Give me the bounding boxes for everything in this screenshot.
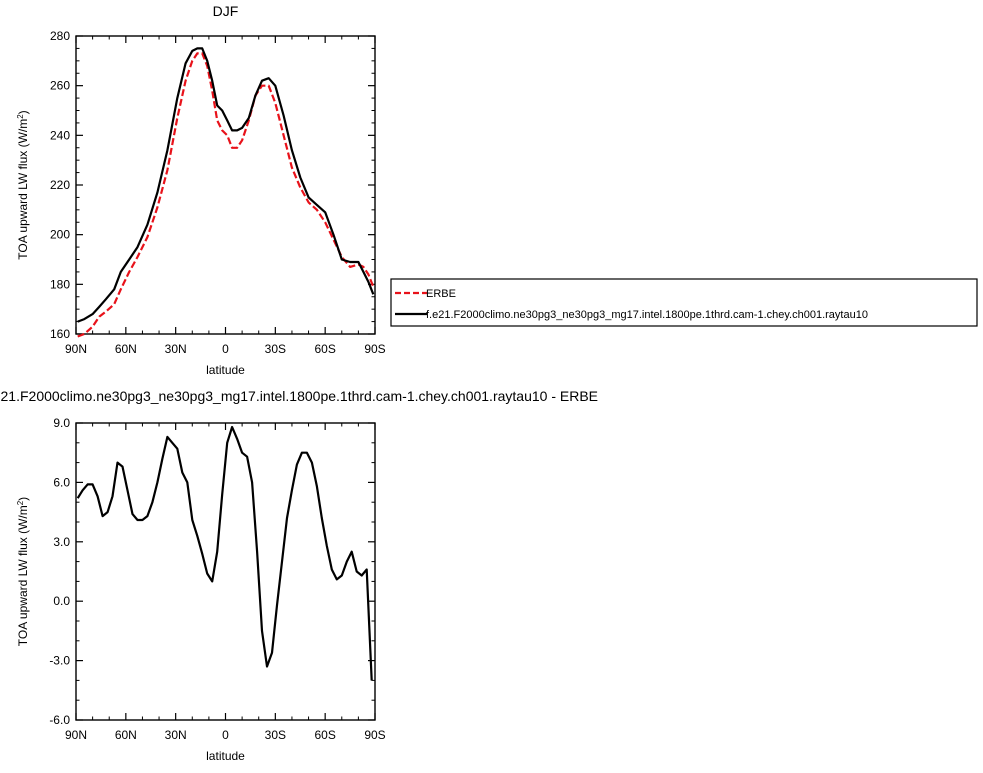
- legend-label-0: ERBE: [426, 288, 456, 300]
- y-tick-label: 260: [50, 79, 70, 93]
- x-tick-label: 30S: [265, 728, 286, 742]
- x-tick-label: 0: [222, 342, 229, 356]
- x-tick-label: 30N: [165, 728, 187, 742]
- y-axis-label: TOA upward LW flux (W/m2): [16, 497, 31, 646]
- series-line-1: [77, 47, 375, 323]
- x-tick-label: 90N: [65, 342, 87, 356]
- legend: ERBE f.e21.F2000climo.ne30pg3_ne30pg3_mg1…: [390, 278, 978, 327]
- y-axis-label-superscript: 2: [16, 500, 25, 505]
- x-tick-label: 90N: [65, 728, 87, 742]
- y-tick-label: 200: [50, 228, 70, 242]
- y-tick-label: -3.0: [49, 654, 70, 668]
- chart-title: f.e21.F2000climo.ne30pg3_ne30pg3_mg17.in…: [0, 388, 598, 404]
- y-axis-label-close: ): [16, 110, 30, 114]
- y-axis-label-text: TOA upward LW flux (W/m: [16, 505, 30, 646]
- legend-box: [390, 278, 978, 327]
- panel-top: 90N 60N 30N 0 30S 60S 90S 160 180 200 220 240 260 280…: [16, 3, 386, 377]
- y-tick-label: 3.0: [53, 535, 70, 549]
- series-line-0: [76, 425, 373, 681]
- y-axis-label-superscript: 2: [16, 114, 25, 119]
- y-tick-label: 9.0: [53, 416, 70, 430]
- x-tick-label: 60S: [314, 342, 335, 356]
- y-tick-label: 6.0: [53, 475, 70, 489]
- x-tick-label: 60N: [115, 728, 137, 742]
- x-axis-label: latitude: [206, 363, 245, 377]
- x-tick-label: 60S: [314, 728, 335, 742]
- panel-bottom: 90N 60N 30N 0 30S 60S 90S -6.0 -3.0 0.0 3.0 6.0 9.0 f…: [0, 388, 598, 763]
- y-tick-label: 0.0: [53, 594, 70, 608]
- legend-label-1: f.e21.F2000climo.ne30pg3_ne30pg3_mg17.in…: [426, 309, 868, 321]
- x-tick-label: 0: [222, 728, 229, 742]
- y-tick-label: 160: [50, 327, 70, 341]
- y-axis-label-text: TOA upward LW flux (W/m: [16, 119, 30, 260]
- x-axis-label: latitude: [206, 749, 245, 763]
- x-tick-label: 30N: [165, 342, 187, 356]
- chart-title: DJF: [213, 3, 239, 19]
- y-tick-label: 240: [50, 128, 70, 142]
- y-axis-label: TOA upward LW flux (W/m2): [16, 110, 31, 259]
- y-tick-label: 280: [50, 29, 70, 43]
- y-tick-label: 220: [50, 178, 70, 192]
- x-tick-label: 30S: [265, 342, 286, 356]
- x-tick-label: 90S: [364, 728, 385, 742]
- x-tick-label: 60N: [115, 342, 137, 356]
- y-tick-label: -6.0: [49, 713, 70, 727]
- y-axis-label-close: ): [16, 497, 30, 501]
- series-line-0: [77, 52, 375, 338]
- x-tick-label: 90S: [364, 342, 385, 356]
- y-tick-label: 180: [50, 277, 70, 291]
